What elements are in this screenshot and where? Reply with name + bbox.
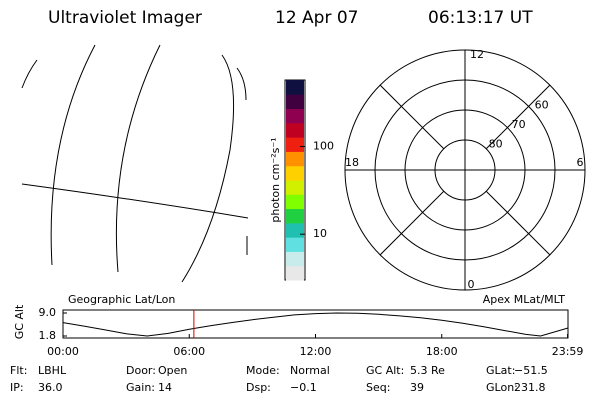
title: Ultraviolet Imager: [48, 8, 202, 28]
field-value: 5.3 Re: [410, 364, 445, 377]
altitude-line: [62, 312, 569, 337]
colorbar-segment: [286, 122, 304, 138]
colorbar-tick-label: 10: [313, 227, 327, 240]
field-label: GLat:: [486, 364, 515, 377]
time: 06:13:17 UT: [428, 8, 533, 28]
timeline-frame: [62, 309, 569, 339]
field-label: Door:: [126, 364, 156, 377]
lat-label: 70: [512, 118, 526, 131]
field-label: Dsp:: [246, 381, 271, 394]
field-label: IP:: [10, 381, 24, 394]
colorbar-segment: [286, 237, 304, 252]
colorbar-segment: [286, 137, 304, 152]
x-tick-label: 23:59: [552, 345, 584, 358]
colorbar-segment: [286, 151, 304, 167]
colorbar-segment: [286, 265, 304, 281]
right-label: Apex MLat/MLT: [483, 293, 566, 306]
colorbar-tick-label: 100: [313, 140, 334, 153]
field-label: GLon:: [486, 381, 518, 394]
field-label: Seq:: [366, 381, 390, 394]
x-tick-label: 18:00: [426, 345, 458, 358]
x-tick-label: 12:00: [300, 345, 332, 358]
grid-arc: [115, 44, 161, 273]
x-tick-label: 00:00: [47, 345, 79, 358]
grid-arc: [21, 59, 38, 89]
mlt-label: 0: [468, 278, 475, 291]
mlt-line: [485, 190, 551, 256]
colorbar-segment: [286, 251, 304, 267]
mlt-line: [379, 190, 445, 256]
colorbar-segment: [286, 180, 304, 195]
grid-line: [21, 183, 249, 219]
field-value: 39: [410, 381, 424, 394]
field-label: Flt:: [10, 364, 27, 377]
mlt-line: [379, 84, 445, 150]
left-label: Geographic Lat/Lon: [68, 293, 175, 306]
colorbar-segment: [286, 108, 304, 124]
geo-grid: [21, 44, 249, 283]
x-tick-label: 06:00: [173, 345, 205, 358]
field-label: Mode:: [246, 364, 280, 377]
y-tick-label: 1.8: [39, 329, 57, 342]
colorbar-segment: [286, 222, 304, 238]
field-value: −51.5: [514, 364, 548, 377]
mlt-line: [485, 84, 551, 150]
field-label: Gain:: [126, 381, 155, 394]
y-tick-label: 9.0: [39, 306, 57, 319]
grid-arc: [181, 54, 235, 283]
lat-ring: [434, 139, 496, 201]
lat-ring: [374, 79, 556, 261]
grid-arc: [236, 67, 247, 101]
lat-label: 60: [535, 99, 549, 112]
colorbar-segment: [286, 165, 304, 181]
field-value: Normal: [290, 364, 330, 377]
field-value: 14: [158, 381, 172, 394]
colorbar-segment: [286, 194, 304, 210]
field-value: 36.0: [38, 381, 63, 394]
y-label: GC Alt: [13, 304, 26, 339]
mlt-label: 18: [345, 156, 359, 169]
mlt-label: 12: [470, 48, 484, 61]
field-value: LBHL: [38, 364, 67, 377]
mlt-label: 6: [577, 156, 584, 169]
grid-arc: [50, 44, 96, 266]
date: 12 Apr 07: [275, 8, 358, 28]
field-value: 231.8: [514, 381, 546, 394]
lat-label: 80: [489, 137, 503, 150]
field-value: Open: [158, 364, 187, 377]
field-label: GC Alt:: [366, 364, 404, 377]
colorbar-segment: [286, 80, 304, 95]
colorbar-segment: [286, 94, 304, 110]
colorbar-label: photon cm⁻²s⁻¹: [269, 137, 282, 222]
lat-ring: [404, 109, 526, 231]
colorbar-segment: [286, 208, 304, 224]
field-value: −0.1: [290, 381, 317, 394]
